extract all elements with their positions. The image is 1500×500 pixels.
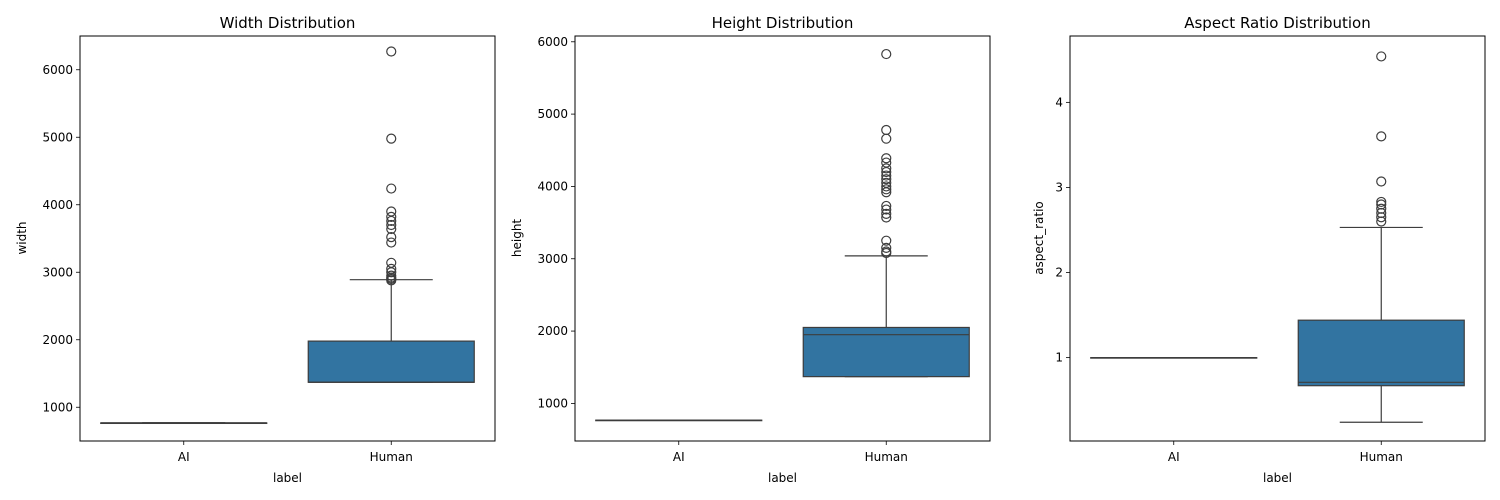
outlier-point	[881, 242, 892, 254]
outlier-point	[1376, 131, 1387, 142]
outlier-point	[881, 170, 892, 181]
outlier-point	[881, 204, 892, 215]
outlier-point	[881, 124, 892, 136]
outlier-point	[1376, 51, 1387, 62]
outlier-point	[881, 184, 892, 195]
plot-frame	[574, 35, 991, 442]
outlier-point	[881, 48, 892, 60]
y-tick-label: 3	[1055, 180, 1063, 194]
y-axis-label: aspect_ratio	[1032, 201, 1046, 275]
box	[1297, 319, 1465, 387]
y-tick-label: 4	[1055, 95, 1063, 109]
outlier-point	[386, 232, 397, 243]
y-tick-label: 3000	[42, 265, 73, 279]
y-tick-label: 1000	[537, 396, 568, 410]
outlier-point	[1376, 199, 1387, 210]
x-axis-label: label	[768, 471, 797, 485]
x-tick-label: Human	[1360, 450, 1403, 464]
chart-title: Height Distribution	[712, 14, 854, 32]
outlier-point	[386, 257, 397, 268]
x-tick-label: Human	[865, 450, 908, 464]
outlier-point	[881, 133, 892, 144]
outlier-point	[386, 223, 397, 235]
y-tick-label: 4000	[537, 179, 568, 193]
outlier-point	[881, 181, 892, 192]
outlier-point	[386, 211, 397, 222]
y-tick-label: 2	[1055, 266, 1063, 280]
x-tick-label: AI	[1168, 450, 1180, 464]
y-tick-label: 5000	[537, 107, 568, 121]
x-tick-label: AI	[178, 450, 190, 464]
outlier-point	[386, 219, 397, 231]
outlier-point	[881, 163, 892, 174]
outlier-point	[386, 46, 397, 57]
y-tick-label: 3000	[537, 252, 568, 266]
chart-title: Width Distribution	[220, 14, 356, 32]
plot-frame	[1069, 35, 1486, 442]
outlier-point	[881, 212, 892, 223]
outlier-point	[1376, 203, 1387, 214]
outlier-point	[386, 263, 397, 274]
height-distribution-panel: Height Distribution label height 1000 200…	[510, 14, 991, 485]
y-tick-label: 1	[1055, 351, 1063, 365]
y-tick-label: 6000	[537, 35, 568, 49]
outlier-point	[1376, 196, 1387, 208]
box	[307, 340, 475, 383]
outlier-point	[881, 153, 892, 164]
outlier-point	[881, 174, 892, 185]
aspect-ratio-distribution-panel: Aspect Ratio Distribution label aspect_r…	[1032, 14, 1486, 485]
x-axis-label: label	[273, 471, 302, 485]
outlier-point	[386, 270, 397, 281]
outlier-point	[881, 235, 892, 246]
y-axis-label: height	[510, 219, 524, 258]
x-tick-label: Human	[370, 450, 413, 464]
outlier-point	[386, 133, 397, 144]
y-tick-label: 2000	[537, 324, 568, 338]
outlier-point	[881, 157, 892, 168]
outlier-point	[386, 237, 397, 248]
outlier-point	[386, 183, 397, 194]
chart-title: Aspect Ratio Distribution	[1184, 14, 1371, 32]
outlier-point	[881, 200, 892, 212]
y-tick-label: 5000	[42, 130, 73, 144]
x-tick-label: AI	[673, 450, 685, 464]
y-tick-label: 4000	[42, 198, 73, 212]
outlier-point	[881, 246, 892, 257]
y-tick-label: 6000	[42, 63, 73, 77]
plot-frame	[79, 35, 496, 442]
outlier-point	[881, 208, 892, 220]
y-tick-label: 1000	[42, 400, 73, 414]
y-axis-label: width	[15, 221, 29, 254]
box	[802, 326, 970, 378]
outlier-point	[386, 206, 397, 217]
x-axis-label: label	[1263, 471, 1292, 485]
outlier-point	[1376, 176, 1387, 187]
outlier-point	[881, 177, 892, 188]
y-tick-label: 2000	[42, 333, 73, 347]
width-distribution-panel: Width Distribution label width 1000 2000 3…	[15, 14, 496, 485]
